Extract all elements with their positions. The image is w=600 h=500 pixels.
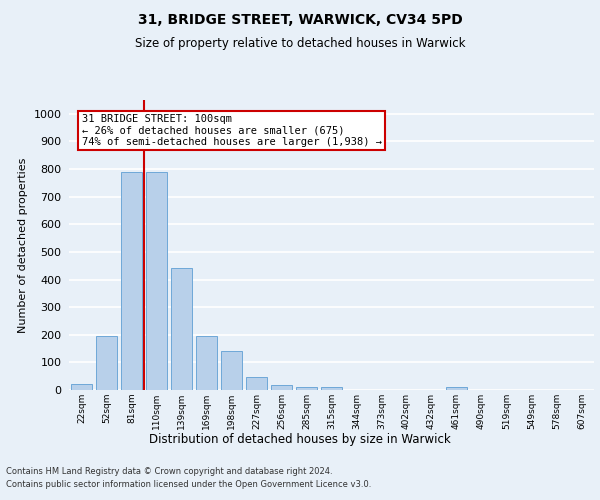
Bar <box>171 268 192 390</box>
Bar <box>146 172 167 390</box>
Bar <box>221 352 242 390</box>
Bar <box>96 336 117 390</box>
Text: 31, BRIDGE STREET, WARWICK, CV34 5PD: 31, BRIDGE STREET, WARWICK, CV34 5PD <box>137 12 463 26</box>
Bar <box>296 386 317 390</box>
Text: Contains HM Land Registry data © Crown copyright and database right 2024.: Contains HM Land Registry data © Crown c… <box>6 468 332 476</box>
Bar <box>196 336 217 390</box>
Text: 31 BRIDGE STREET: 100sqm
← 26% of detached houses are smaller (675)
74% of semi-: 31 BRIDGE STREET: 100sqm ← 26% of detach… <box>82 114 382 147</box>
Bar <box>321 386 342 390</box>
Text: Contains public sector information licensed under the Open Government Licence v3: Contains public sector information licen… <box>6 480 371 489</box>
Bar <box>121 172 142 390</box>
Bar <box>446 387 467 390</box>
Text: Distribution of detached houses by size in Warwick: Distribution of detached houses by size … <box>149 432 451 446</box>
Bar <box>271 385 292 390</box>
Text: Size of property relative to detached houses in Warwick: Size of property relative to detached ho… <box>135 38 465 51</box>
Y-axis label: Number of detached properties: Number of detached properties <box>18 158 28 332</box>
Bar <box>246 376 267 390</box>
Bar <box>71 384 92 390</box>
